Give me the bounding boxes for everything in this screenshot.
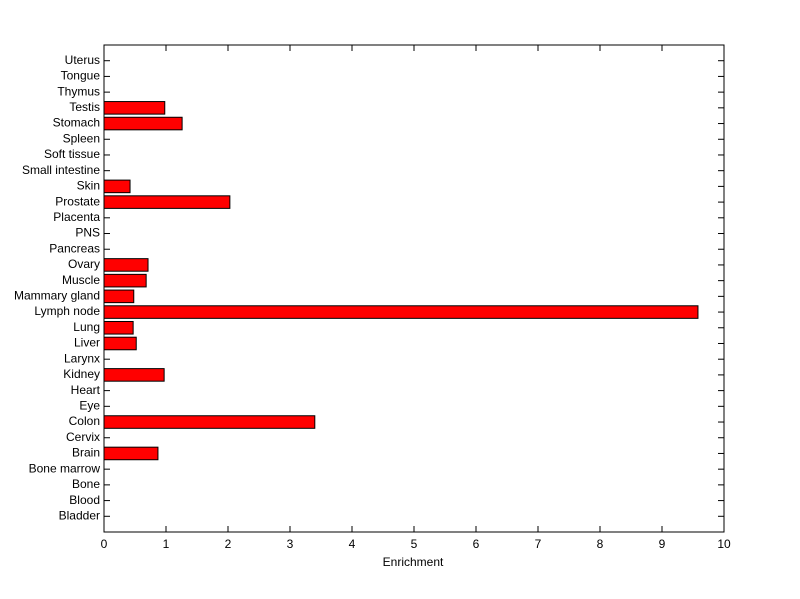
bar — [103, 446, 159, 461]
y-tick-label: Lung — [73, 320, 100, 334]
bar — [103, 320, 134, 335]
bar — [103, 179, 131, 194]
plot-frame — [103, 44, 725, 533]
bar — [103, 101, 166, 115]
y-tick-label: Colon — [69, 414, 100, 428]
x-tick-label: 8 — [597, 537, 604, 551]
x-tick-label: 7 — [535, 537, 542, 551]
y-tick-label: Small intestine — [22, 163, 100, 177]
y-tick-label: Eye — [79, 398, 100, 412]
y-tick-label: Kidney — [63, 367, 100, 381]
x-tick-label: 3 — [287, 537, 294, 551]
bar — [103, 116, 183, 131]
y-tick-label: Lymph node — [34, 304, 100, 318]
y-tick-label: Muscle — [62, 273, 100, 287]
y-tick-label: Pancreas — [49, 241, 100, 255]
y-tick-label: Testis — [69, 100, 100, 114]
x-axis-label: Enrichment — [383, 555, 444, 569]
bar — [103, 273, 147, 288]
x-tick-label: 2 — [225, 537, 232, 551]
y-tick-label: Spleen — [63, 131, 100, 145]
y-tick-label: Bone — [72, 477, 100, 491]
x-tick-label: 1 — [163, 537, 170, 551]
bar — [103, 415, 316, 429]
x-tick-label: 5 — [411, 537, 418, 551]
y-tick-label: Bladder — [59, 508, 100, 522]
y-tick-label: Blood — [69, 493, 100, 507]
y-tick-label: Skin — [77, 179, 100, 193]
bar — [103, 258, 149, 272]
y-tick-label: Mammary gland — [14, 289, 100, 303]
bar — [103, 195, 231, 209]
x-tick-label: 9 — [659, 537, 666, 551]
y-tick-label: PNS — [75, 226, 100, 240]
bar — [103, 289, 135, 304]
bar — [103, 336, 137, 351]
y-tick-label: Ovary — [68, 257, 100, 271]
x-tick-label: 4 — [349, 537, 356, 551]
x-tick-label: 0 — [101, 537, 108, 551]
y-tick-label: Prostate — [55, 194, 100, 208]
y-tick-label: Uterus — [65, 53, 100, 67]
y-tick-label: Liver — [74, 336, 100, 350]
y-tick-label: Larynx — [64, 351, 100, 365]
bar — [103, 368, 165, 382]
y-tick-label: Cervix — [66, 430, 100, 444]
y-tick-label: Soft tissue — [44, 147, 100, 161]
y-tick-label: Bone marrow — [29, 461, 101, 475]
bar — [103, 305, 699, 319]
y-tick-label: Brain — [72, 446, 100, 460]
x-tick-label: 6 — [473, 537, 480, 551]
y-tick-label: Placenta — [53, 210, 100, 224]
y-tick-label: Heart — [71, 383, 101, 397]
y-tick-label: Thymus — [57, 84, 100, 98]
x-tick-label: 10 — [717, 537, 731, 551]
y-tick-label: Stomach — [53, 116, 100, 130]
y-tick-label: Tongue — [61, 69, 101, 83]
